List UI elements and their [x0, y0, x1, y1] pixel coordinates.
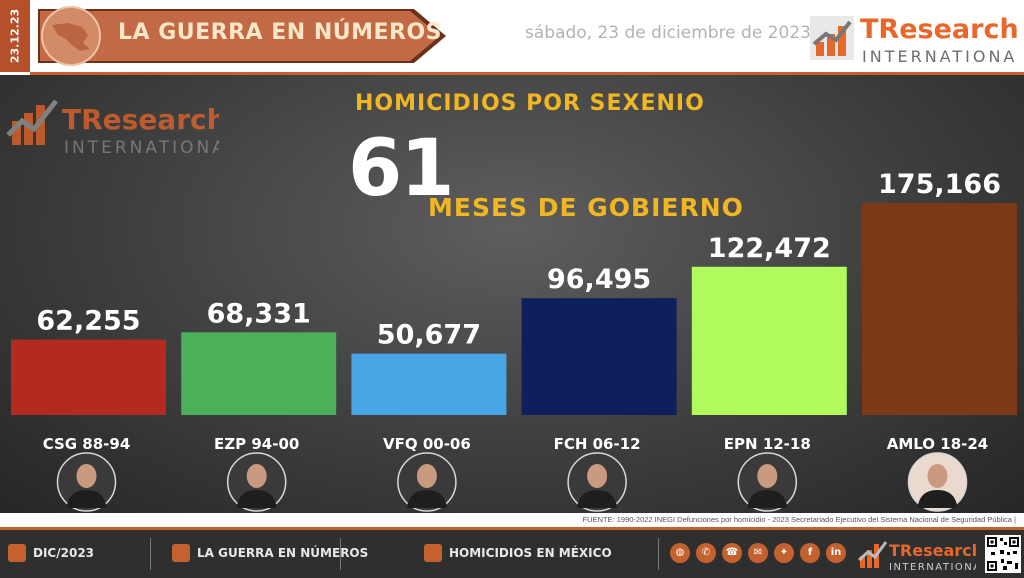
bar-4	[691, 266, 847, 415]
bar-value-label: 68,331	[207, 298, 311, 329]
page-title: LA GUERRA EN NÚMEROS	[118, 20, 443, 45]
category-label: AMLO 18-24	[887, 435, 989, 453]
watermark-primary-text: TResearch	[62, 103, 219, 136]
title-banner	[38, 6, 446, 66]
portrait-photo	[397, 452, 457, 512]
watermark-secondary-text: INTERNATIONAL	[64, 138, 219, 157]
footer-divider	[150, 538, 151, 570]
bar-value-label: 175,166	[878, 169, 1001, 200]
footer-topic-label: HOMICIDIOS EN MÉXICO	[449, 546, 612, 560]
whatsapp-icon[interactable]: ✆	[696, 543, 716, 563]
qr-code-icon[interactable]	[985, 535, 1021, 573]
logo-primary-text: TResearch	[860, 14, 1018, 45]
footer-item-section: LA GUERRA EN NÚMEROS	[172, 544, 368, 562]
footer: DIC/2023 LA GUERRA EN NÚMEROS HOMICIDIOS…	[0, 527, 1024, 578]
calendar-icon	[8, 544, 26, 562]
bar-value-label: 96,495	[547, 264, 651, 295]
portrait-photo	[907, 452, 968, 512]
date-label: sábado, 23 de diciembre de 2023	[525, 23, 811, 43]
footer-logo: TResearch INTERNATIONAL	[858, 541, 976, 573]
mail-icon[interactable]: ✉	[748, 543, 768, 563]
portrait-photo	[567, 452, 627, 512]
portrait-photo	[56, 452, 117, 512]
source-bar: FUENTE: 1990-2022 INEGI Defunciones por …	[0, 513, 1024, 527]
logo-secondary-text: INTERNATIONAL	[862, 47, 1018, 66]
footer-logo-primary: TResearch	[889, 541, 976, 560]
chat-icon	[424, 544, 442, 562]
chart-panel: TResearch INTERNATIONAL HOMICIDIOS POR S…	[0, 75, 1024, 513]
months-count: 61	[348, 124, 455, 214]
bar-3	[521, 298, 677, 415]
portrait-photo	[226, 452, 287, 512]
bar-value-label: 122,472	[708, 233, 831, 264]
footer-logo-secondary: INTERNATIONAL	[889, 562, 976, 573]
footer-item-topic: HOMICIDIOS EN MÉXICO	[424, 544, 612, 562]
portrait-photo	[737, 452, 798, 512]
date-strip-text: 23.12.23	[8, 8, 22, 64]
months-label: MESES DE GOBIERNO	[428, 193, 744, 222]
twitter-icon[interactable]: ✦	[774, 543, 794, 563]
phone-icon[interactable]: ☎	[722, 543, 742, 563]
date-strip: 23.12.23	[0, 0, 30, 72]
header-divider	[30, 72, 1024, 75]
category-label: CSG 88-94	[43, 435, 131, 453]
bar-value-label: 50,677	[377, 320, 481, 351]
chart-title: HOMICIDIOS POR SEXENIO	[355, 91, 705, 116]
globe-icon[interactable]: ◍	[670, 543, 690, 563]
bar-5	[862, 203, 1017, 415]
facebook-icon[interactable]: f	[800, 543, 820, 563]
header: 23.12.23 LA GUERRA EN NÚMEROS sábado, 23…	[0, 0, 1024, 72]
footer-section-label: LA GUERRA EN NÚMEROS	[197, 546, 369, 560]
footer-date-label: DIC/2023	[33, 546, 95, 560]
category-label: EZP 94-00	[214, 435, 299, 453]
bar-0	[11, 339, 166, 415]
tresearch-logo: TResearch INTERNATIONAL	[810, 14, 1018, 66]
footer-divider	[658, 538, 659, 570]
category-label: FCH 06-12	[554, 435, 641, 453]
footer-divider	[340, 538, 341, 570]
map-pin-icon	[172, 544, 190, 562]
tresearch-watermark-logo: TResearch INTERNATIONAL	[6, 99, 219, 157]
category-label: VFQ 00-06	[383, 435, 471, 453]
bar-2	[351, 353, 507, 415]
linkedin-icon[interactable]: in	[826, 543, 846, 563]
bar-1	[181, 332, 337, 415]
bar-chart: 62,255 CSG 88-94 68,331 EZP 94-00 50,677 VFQ …	[11, 169, 1017, 512]
footer-item-date: DIC/2023	[8, 544, 94, 562]
source-citation: FUENTE: 1990-2022 INEGI Defunciones por …	[582, 515, 1016, 524]
category-label: EPN 12-18	[724, 435, 811, 453]
bar-value-label: 62,255	[36, 306, 140, 337]
